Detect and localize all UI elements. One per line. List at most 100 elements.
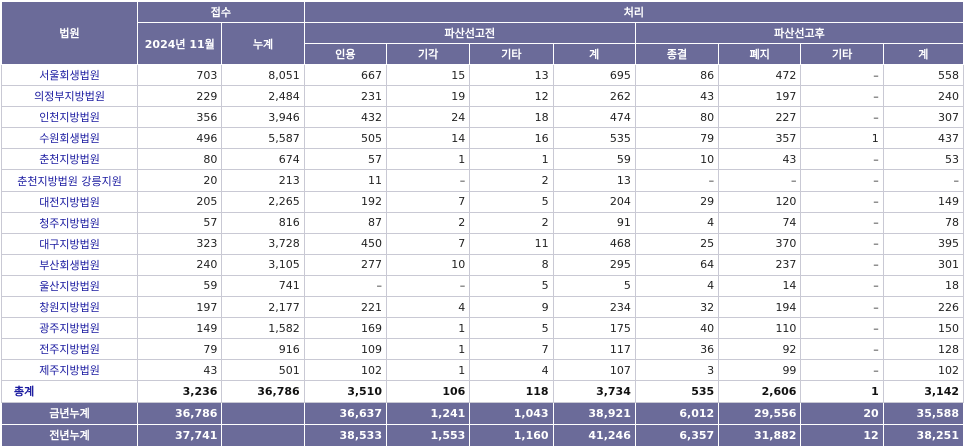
value-cell: –: [385, 274, 471, 298]
value-cell: –: [634, 169, 720, 192]
court-name-cell[interactable]: 대전지방법원: [0, 190, 139, 213]
court-name-cell[interactable]: 수원회생법원: [0, 127, 139, 150]
value-cell: 53: [882, 148, 965, 171]
value-cell: 1: [385, 148, 471, 171]
court-name-cell[interactable]: 춘천지방법원 강릉지원: [0, 169, 139, 192]
value-cell: 1: [385, 317, 471, 340]
value-cell: 12: [469, 85, 554, 108]
value-cell: 231: [303, 85, 387, 108]
sub-header-cell: 계: [882, 43, 965, 65]
sub-header-cell: 계: [552, 43, 636, 65]
court-name-cell[interactable]: 춘천지방법원: [0, 148, 139, 171]
value-cell: 816: [221, 211, 305, 234]
value-cell: –: [800, 317, 884, 340]
value-cell: 3,105: [221, 253, 305, 276]
value-cell: 106: [385, 380, 471, 403]
after-declaration-header: 파산선고후: [634, 22, 965, 44]
value-cell: 3,142: [882, 380, 965, 403]
value-cell: –: [800, 63, 884, 87]
value-cell: 29,556: [718, 401, 802, 425]
value-cell: 79: [137, 338, 223, 361]
value-cell: 5: [469, 317, 554, 340]
value-cell: 19: [385, 85, 471, 108]
value-cell: 277: [303, 253, 387, 276]
value-cell: 301: [882, 253, 965, 276]
value-cell: 323: [137, 232, 223, 255]
value-cell: 14: [385, 127, 471, 150]
value-cell: –: [800, 106, 884, 129]
court-name-cell: 금년누계: [0, 401, 139, 425]
value-cell: 192: [303, 190, 387, 213]
value-cell: 38,921: [552, 401, 636, 425]
value-cell: 18: [882, 274, 965, 298]
value-cell: 78: [882, 211, 965, 234]
value-cell: 237: [718, 253, 802, 276]
value-cell: 3,510: [303, 380, 387, 403]
court-name-cell[interactable]: 제주지방법원: [0, 359, 139, 382]
court-name-cell[interactable]: 광주지방법원: [0, 317, 139, 340]
value-cell: 18: [469, 106, 554, 129]
value-cell: 295: [552, 253, 636, 276]
value-cell: 472: [718, 63, 802, 87]
table-row: 서울회생법원 703 8,051 667 15 13 695 86 472–558: [0, 63, 965, 87]
value-cell: 474: [552, 106, 636, 129]
value-cell: –: [800, 190, 884, 213]
value-cell: 109: [303, 338, 387, 361]
value-cell: 31,882: [718, 423, 802, 448]
court-name-cell[interactable]: 서울회생법원: [0, 63, 139, 87]
value-cell: 205: [137, 190, 223, 213]
value-cell: 667: [303, 63, 387, 87]
value-cell: –: [800, 274, 884, 298]
court-name-cell[interactable]: 울산지방법원: [0, 274, 139, 298]
court-name-cell[interactable]: 의정부지방법원: [0, 85, 139, 108]
value-cell: 234: [552, 296, 636, 319]
court-name-cell[interactable]: 청주지방법원: [0, 211, 139, 234]
value-cell: 13: [469, 63, 554, 87]
value-cell: 1: [800, 380, 884, 403]
value-cell: 36,786: [221, 380, 305, 403]
value-cell: 3,728: [221, 232, 305, 255]
value-cell: 117: [552, 338, 636, 361]
table-row: 의정부지방법원 229 2,484 231 19 12 262 43 197–240: [0, 85, 965, 108]
value-cell: –: [800, 211, 884, 234]
value-cell: 5: [469, 190, 554, 213]
court-name-cell[interactable]: 전주지방법원: [0, 338, 139, 361]
court-name-cell[interactable]: 인천지방법원: [0, 106, 139, 129]
value-cell: 307: [882, 106, 965, 129]
value-cell: 8: [469, 253, 554, 276]
value-cell: 36,637: [303, 401, 387, 425]
value-cell: 695: [552, 63, 636, 87]
total-row: 총계 3,236 36,786 3,510 106 118 3,734 535 2,606 1 3,…: [0, 380, 965, 403]
value-cell: 118: [469, 380, 554, 403]
value-cell: 437: [882, 127, 965, 150]
court-name-cell[interactable]: 부산회생법원: [0, 253, 139, 276]
sub-header-cell: 기타: [469, 43, 554, 65]
table-row: 대구지방법원 323 3,728 450 7 11 468 25 370–395: [0, 232, 965, 255]
before-declaration-header: 파산선고전: [303, 22, 636, 44]
value-cell: 356: [137, 106, 223, 129]
value-cell: –: [800, 253, 884, 276]
value-cell: 29: [634, 190, 720, 213]
value-cell: 197: [718, 85, 802, 108]
value-cell: 535: [634, 380, 720, 403]
value-cell: 24: [385, 106, 471, 129]
value-cell: 10: [634, 148, 720, 171]
court-name-cell: 전년누계: [0, 423, 139, 448]
value-cell: 741: [221, 274, 305, 298]
value-cell: 37,741: [137, 423, 223, 448]
table-row: 청주지방법원 57 816 87 2 2 91 4 74–78: [0, 211, 965, 234]
value-cell: 35,588: [882, 401, 965, 425]
value-cell: 262: [552, 85, 636, 108]
value-cell: [221, 423, 305, 448]
value-cell: 92: [718, 338, 802, 361]
value-cell: 535: [552, 127, 636, 150]
value-cell: 240: [882, 85, 965, 108]
court-name-cell[interactable]: 대구지방법원: [0, 232, 139, 255]
value-cell: 229: [137, 85, 223, 108]
court-name-cell[interactable]: 창원지방법원: [0, 296, 139, 319]
value-cell: 674: [221, 148, 305, 171]
value-cell: 5,587: [221, 127, 305, 150]
value-cell: 12: [800, 423, 884, 448]
value-cell: 9: [469, 296, 554, 319]
